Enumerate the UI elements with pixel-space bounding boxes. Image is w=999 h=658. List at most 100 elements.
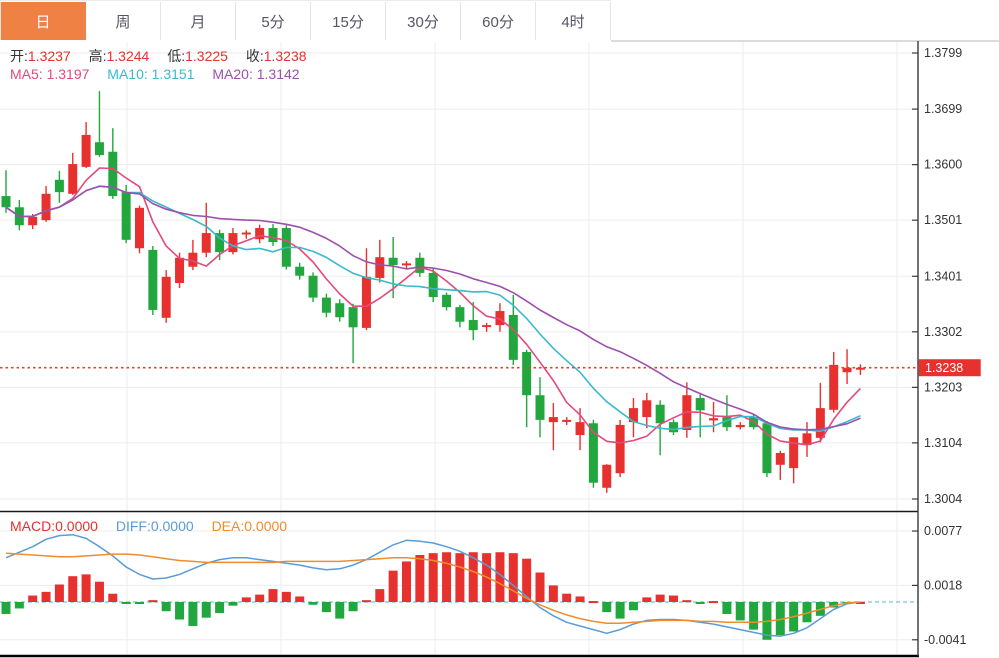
candle-body — [308, 275, 318, 298]
macd-bar — [1, 602, 11, 614]
macd-bar — [335, 602, 345, 619]
macd-bar — [709, 601, 719, 604]
macd-bar — [375, 589, 385, 602]
price-tick-label: 1.3401 — [924, 269, 962, 283]
macd-bar — [121, 602, 131, 604]
period-tabbar: 日周月 5分 15分 30分 60分 4时 — [0, 0, 611, 42]
macd-bar — [308, 602, 318, 605]
candle-body — [535, 395, 545, 420]
candle-body — [442, 294, 452, 308]
price-tick-label: 1.3799 — [924, 46, 962, 60]
period-tab-6[interactable]: 30分 — [386, 2, 461, 40]
candle-body — [108, 151, 118, 197]
price-tick-label: 1.3203 — [924, 380, 962, 394]
macd-bar — [575, 596, 585, 602]
macd-bar — [855, 602, 865, 604]
period-tab-8[interactable]: 4时 — [536, 2, 611, 40]
macd-bar — [361, 600, 371, 603]
current-price-tag-text: 1.3238 — [925, 361, 963, 375]
candle-body — [588, 423, 598, 483]
ma10-label: MA10: — [107, 66, 148, 82]
candle-body — [548, 417, 558, 423]
candle-body — [215, 233, 225, 253]
candle-body — [762, 423, 772, 474]
candle-body — [695, 398, 705, 411]
price-tick-label: 1.3004 — [924, 492, 962, 506]
macd-bar — [802, 602, 812, 623]
macd-bar — [442, 552, 452, 602]
candle-body — [602, 464, 612, 488]
macd-bar — [388, 570, 398, 602]
candle-body — [348, 307, 358, 328]
ma10-line — [5, 185, 861, 433]
open-value: 1.3237 — [27, 48, 71, 64]
diff-value: 0.0000 — [150, 518, 194, 534]
candle-body — [628, 408, 638, 423]
macd-bar — [682, 600, 692, 603]
close-value: 1.3238 — [263, 48, 307, 64]
candle-body — [562, 419, 572, 422]
dea-value: 0.0000 — [244, 518, 288, 534]
candle-body — [228, 233, 238, 253]
macd-legend: MACD:0.0000 DIFF:0.0000 DEA:0.0000 — [10, 518, 301, 534]
candle-body — [1, 196, 11, 208]
high-label: 高: — [88, 48, 107, 64]
candle-body — [789, 437, 799, 469]
candle-body — [855, 367, 865, 370]
candle-body — [802, 433, 812, 446]
low-value: 1.3225 — [185, 48, 228, 64]
candle-body — [148, 249, 158, 310]
candle-body — [81, 134, 91, 167]
macd-bar — [642, 597, 652, 602]
candle-body — [335, 303, 345, 318]
candle-body — [201, 233, 211, 253]
price-tick-label: 1.3600 — [924, 158, 962, 172]
macd-bar — [829, 602, 839, 608]
candle-body — [495, 311, 505, 326]
candle-body — [415, 257, 425, 273]
macd-bar — [135, 602, 144, 604]
macd-bar — [455, 553, 465, 602]
period-tab-1[interactable]: 日 — [0, 2, 86, 40]
candle-body — [455, 307, 465, 322]
candle-body — [54, 179, 64, 193]
macd-bar — [148, 600, 158, 603]
macd-value: 0.0000 — [55, 518, 98, 534]
candle-body — [188, 252, 198, 267]
ohlc-legend: 开:1.3237 高:1.3244 低:1.3225 收:1.3238 — [10, 46, 321, 66]
period-tab-4[interactable]: 5分 — [236, 2, 311, 40]
macd-tick-label: 0.0077 — [924, 524, 962, 538]
candle-body — [175, 257, 185, 284]
macd-bar — [522, 558, 532, 602]
macd-bar — [14, 602, 24, 609]
macd-bar — [321, 602, 331, 613]
candle-body — [268, 228, 278, 243]
macd-bar — [775, 602, 785, 636]
candle-body — [41, 193, 51, 221]
macd-bar — [628, 602, 638, 611]
period-tab-2[interactable]: 周 — [86, 2, 161, 40]
macd-bar — [428, 553, 438, 602]
macd-tick-label: 0.0018 — [924, 578, 962, 592]
high-value: 1.3244 — [106, 48, 150, 64]
macd-bar — [588, 601, 598, 604]
period-tab-3[interactable]: 月 — [161, 2, 236, 40]
price-tick-label: 1.3699 — [924, 102, 962, 116]
candle-body — [321, 297, 331, 313]
macd-bar — [535, 572, 545, 602]
low-label: 低: — [167, 48, 186, 64]
diff-line — [5, 533, 861, 637]
macd-bar — [615, 602, 625, 619]
candle-body — [121, 192, 131, 240]
macd-bar — [402, 561, 411, 602]
macd-bar — [188, 602, 198, 626]
period-tab-7[interactable]: 60分 — [461, 2, 536, 40]
macd-bar — [201, 602, 211, 618]
macd-bar — [255, 594, 265, 602]
candle-body — [575, 422, 585, 436]
candle-body — [161, 276, 171, 318]
macd-bar — [562, 593, 572, 602]
period-tab-5[interactable]: 15分 — [311, 2, 386, 40]
